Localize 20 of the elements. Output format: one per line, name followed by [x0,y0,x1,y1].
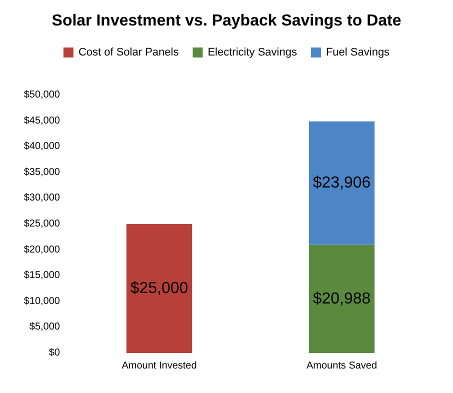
legend-label: Electricity Savings [208,46,298,58]
y-tick-label: $10,000 [24,296,60,307]
y-tick-label: $40,000 [24,141,60,152]
data-label: $25,000 [130,280,188,297]
data-label: $23,906 [312,174,371,192]
legend-label: Cost of Solar Panels [78,46,180,58]
y-tick-label: $25,000 [24,218,60,230]
y-tick-label: $20,000 [24,244,60,256]
y-tick-label: $0 [48,348,60,358]
y-tick-label: $35,000 [24,166,60,178]
y-tick-label: $50,000 [24,90,60,100]
data-label: $20,988 [312,290,371,308]
y-tick-label: $15,000 [24,270,60,282]
y-tick-label: $5,000 [29,322,60,333]
y-tick-label: $30,000 [24,192,60,204]
legend-label: Fuel Savings [326,46,390,58]
chart-title: Solar Investment vs. Payback Savings to Date [52,12,402,30]
x-tick-label: Amount Invested [122,360,197,372]
y-tick-label: $45,000 [24,115,60,126]
x-tick-label: Amounts Saved [306,360,378,372]
